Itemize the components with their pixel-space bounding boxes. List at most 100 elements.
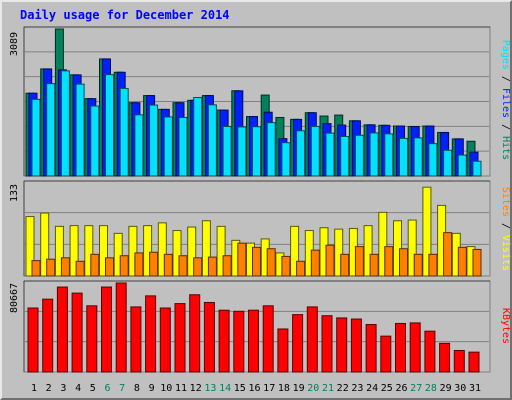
bar-sites-day-26 bbox=[399, 248, 408, 277]
x-tick-day-8: 8 bbox=[134, 383, 140, 394]
bar-kbytes-day-7 bbox=[115, 282, 127, 373]
bar-visits-day-9 bbox=[143, 225, 153, 277]
bar-pages-day-1 bbox=[31, 98, 41, 177]
x-tick-day-3: 3 bbox=[60, 383, 66, 394]
x-tick-day-6: 6 bbox=[104, 383, 110, 394]
bar-pages-day-15 bbox=[237, 126, 247, 177]
bar-kbytes-day-14 bbox=[218, 309, 230, 373]
bar-pages-day-24 bbox=[369, 132, 379, 177]
bar-sites-day-23 bbox=[354, 246, 364, 277]
bar-sites-day-25 bbox=[384, 246, 394, 277]
series-legend: Sites / Visits bbox=[500, 187, 511, 271]
bar-pages-day-10 bbox=[163, 116, 173, 177]
x-tick-day-22: 22 bbox=[337, 383, 349, 394]
legend-separator: / bbox=[500, 70, 511, 88]
bar-visits-day-2 bbox=[40, 212, 50, 277]
bar-sites-day-31 bbox=[472, 248, 482, 277]
bar-sites-day-22 bbox=[340, 253, 350, 277]
x-tick-day-30: 30 bbox=[454, 383, 466, 394]
bar-sites-day-10 bbox=[163, 253, 173, 277]
bar-kbytes-day-29 bbox=[439, 342, 451, 373]
x-tick-day-5: 5 bbox=[90, 383, 96, 394]
x-tick-day-13: 13 bbox=[204, 383, 216, 394]
bar-pages-day-16 bbox=[252, 126, 261, 177]
bar-sites-day-28 bbox=[428, 253, 438, 277]
x-tick-day-19: 19 bbox=[293, 383, 305, 394]
bar-visits-day-27 bbox=[407, 219, 417, 277]
x-tick-day-1: 1 bbox=[31, 383, 37, 394]
bar-visits-day-4 bbox=[69, 225, 79, 277]
bar-kbytes-day-17 bbox=[262, 305, 274, 373]
bar-kbytes-day-20 bbox=[306, 306, 318, 373]
bar-kbytes-day-1 bbox=[27, 307, 39, 373]
bar-visits-day-1 bbox=[25, 216, 35, 277]
bar-visits-day-12 bbox=[187, 226, 197, 277]
x-tick-day-16: 16 bbox=[248, 383, 260, 394]
bar-visits-day-24 bbox=[363, 225, 373, 277]
bar-visits-day-13 bbox=[201, 220, 211, 277]
bar-kbytes-day-18 bbox=[277, 328, 289, 373]
bar-pages-day-31 bbox=[472, 160, 482, 177]
bar-pages-day-20 bbox=[310, 126, 320, 177]
bar-kbytes-day-24 bbox=[365, 324, 377, 373]
bar-visits-day-10 bbox=[157, 222, 167, 277]
bar-visits-day-8 bbox=[128, 225, 138, 277]
y-max-label: 3089 bbox=[9, 32, 20, 56]
bar-kbytes-day-27 bbox=[409, 322, 421, 373]
x-tick-day-4: 4 bbox=[75, 383, 81, 394]
x-tick-day-14: 14 bbox=[219, 383, 231, 394]
bar-pages-day-7 bbox=[119, 87, 129, 177]
series-legend: KBytes bbox=[500, 308, 511, 344]
bar-pages-day-25 bbox=[384, 133, 394, 177]
x-tick-day-25: 25 bbox=[381, 383, 393, 394]
bar-pages-day-30 bbox=[457, 154, 467, 177]
bar-sites-day-3 bbox=[60, 257, 70, 277]
bar-sites-day-9 bbox=[149, 251, 159, 277]
x-tick-day-31: 31 bbox=[469, 383, 481, 394]
bar-kbytes-day-25 bbox=[380, 335, 392, 373]
bar-visits-day-5 bbox=[84, 225, 94, 277]
bar-sites-day-20 bbox=[310, 249, 320, 277]
bar-visits-day-3 bbox=[54, 225, 64, 277]
bar-kbytes-day-6 bbox=[101, 286, 112, 373]
bar-sites-day-13 bbox=[207, 256, 217, 277]
bar-kbytes-day-19 bbox=[292, 314, 304, 373]
legend-pages: Pages bbox=[500, 40, 511, 70]
bar-pages-day-8 bbox=[134, 114, 144, 177]
bar-kbytes-day-5 bbox=[86, 305, 98, 373]
bar-kbytes-day-22 bbox=[336, 317, 348, 373]
y-max-label: 80667 bbox=[9, 283, 20, 313]
bar-sites-day-15 bbox=[237, 242, 247, 277]
bar-sites-day-17 bbox=[266, 248, 276, 277]
x-tick-day-7: 7 bbox=[119, 383, 125, 394]
bar-sites-day-12 bbox=[193, 257, 203, 277]
bar-pages-day-28 bbox=[428, 143, 438, 177]
x-tick-day-15: 15 bbox=[234, 383, 246, 394]
bar-pages-day-22 bbox=[340, 136, 350, 177]
x-tick-day-23: 23 bbox=[351, 383, 363, 394]
bar-kbytes-day-15 bbox=[233, 310, 245, 373]
bar-pages-day-2 bbox=[46, 83, 56, 177]
bar-sites-day-4 bbox=[75, 260, 85, 277]
x-tick-day-10: 10 bbox=[160, 383, 172, 394]
bar-pages-day-14 bbox=[222, 126, 232, 177]
bar-pages-day-19 bbox=[296, 130, 306, 177]
bar-sites-day-16 bbox=[252, 246, 261, 277]
x-tick-day-20: 20 bbox=[307, 383, 319, 394]
chart-title: Daily usage for December 2014 bbox=[20, 8, 230, 22]
legend-hits: Hits bbox=[500, 136, 511, 160]
bar-sites-day-29 bbox=[443, 232, 453, 277]
bar-kbytes-day-12 bbox=[189, 294, 201, 373]
series-legend: Pages / Files / Hits bbox=[500, 40, 511, 160]
bar-sites-day-21 bbox=[325, 244, 335, 277]
bar-visits-day-7 bbox=[113, 232, 123, 277]
x-tick-day-26: 26 bbox=[395, 383, 407, 394]
x-tick-day-29: 29 bbox=[440, 383, 452, 394]
x-tick-day-27: 27 bbox=[410, 383, 422, 394]
bar-pages-day-27 bbox=[413, 137, 423, 177]
x-tick-day-24: 24 bbox=[366, 383, 378, 394]
bar-pages-day-13 bbox=[207, 104, 217, 177]
x-tick-day-28: 28 bbox=[425, 383, 437, 394]
bar-visits-day-14 bbox=[216, 225, 226, 277]
bar-sites-day-19 bbox=[296, 260, 306, 277]
